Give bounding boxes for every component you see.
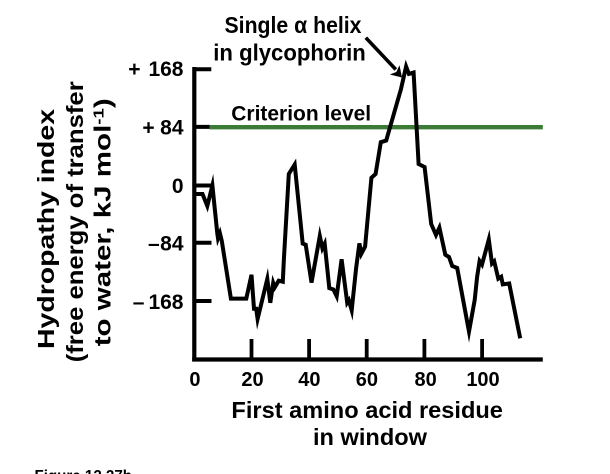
svg-text:Single α helix: Single α helix (225, 12, 362, 38)
svg-text:in window: in window (313, 424, 427, 450)
svg-text:to water, kJ mol-1): to water, kJ mol-1) (90, 98, 116, 346)
svg-text:in glycophorin: in glycophorin (213, 40, 366, 66)
svg-text:20: 20 (241, 369, 263, 391)
svg-text:+84: +84 (142, 117, 183, 140)
svg-text:(free energy of transfer: (free energy of transfer (62, 81, 88, 362)
svg-text:60: 60 (356, 369, 378, 391)
svg-text:40: 40 (298, 369, 320, 391)
svg-text:Criterion level: Criterion level (231, 102, 371, 125)
svg-text:–84: –84 (148, 232, 184, 255)
svg-text:0: 0 (189, 369, 200, 391)
svg-text:80: 80 (414, 369, 436, 391)
svg-text:–168: –168 (133, 291, 184, 314)
svg-text:Figure 12.27b: Figure 12.27b (35, 468, 133, 474)
svg-text:+168: +168 (128, 58, 184, 81)
svg-text:100: 100 (466, 369, 499, 391)
svg-text:0: 0 (172, 175, 184, 198)
svg-text:Hydropathy index: Hydropathy index (33, 109, 59, 349)
svg-text:First amino acid residue: First amino acid residue (231, 397, 503, 423)
